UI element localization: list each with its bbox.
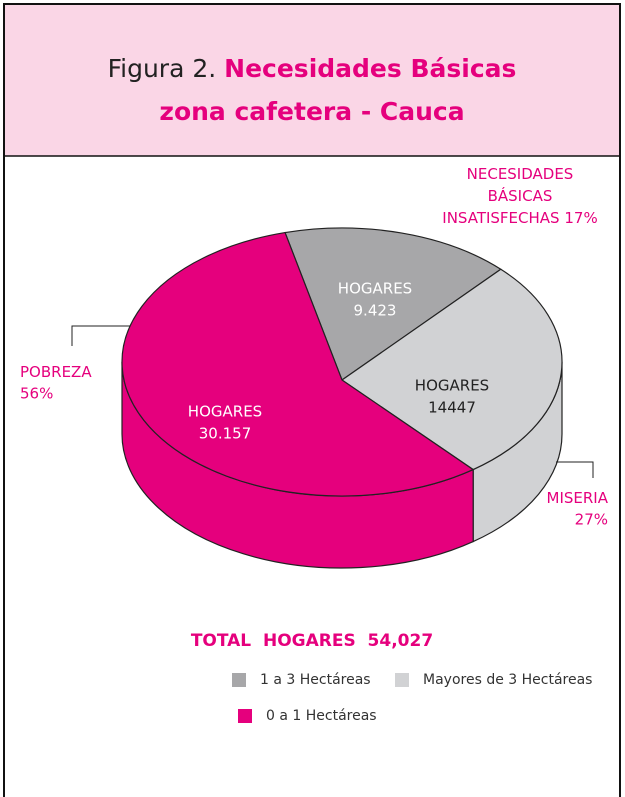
leader-line xyxy=(71,325,130,346)
slice xyxy=(121,231,475,497)
category-text: INSATISFECHAS xyxy=(442,209,559,227)
slice-label: HOGARES xyxy=(338,280,412,298)
legend-swatch xyxy=(238,709,252,723)
category-label: BÁSICAS xyxy=(488,186,553,205)
legend-label: 1 a 3 Hectáreas xyxy=(260,672,371,688)
total-label: TOTAL HOGARES 54,027 xyxy=(191,631,433,651)
category-label: NECESIDADES xyxy=(467,165,574,183)
category-label: MISERIA xyxy=(547,489,609,507)
title-band xyxy=(4,4,620,156)
frame xyxy=(3,3,621,797)
slice xyxy=(340,268,563,471)
chart-title: Figura 2. Necesidades Básicas xyxy=(108,54,517,83)
category-label: POBREZA xyxy=(20,363,92,381)
title-prefix: Figura 2. xyxy=(108,54,217,83)
value-label: 56% xyxy=(20,385,53,403)
category-text: NECESIDADES xyxy=(467,165,574,183)
category-text: POBREZA xyxy=(20,363,92,381)
category-label: INSATISFECHAS 17% xyxy=(442,209,597,227)
legend-swatch xyxy=(395,673,409,687)
slice-count: 9.423 xyxy=(354,302,397,320)
legend-label: Mayores de 3 Hectáreas xyxy=(423,672,592,688)
title-line: zona cafetera - Cauca xyxy=(159,97,464,126)
slice xyxy=(284,227,502,381)
title-line: Necesidades Básicas xyxy=(224,54,516,83)
slice-label: HOGARES xyxy=(415,377,489,395)
legend-label: 0 a 1 Hectáreas xyxy=(266,708,377,724)
category-text: MISERIA xyxy=(547,489,609,507)
value-label: 17% xyxy=(564,209,597,227)
legend-swatch xyxy=(232,673,246,687)
slice-label: HOGARES xyxy=(188,403,262,421)
slice-count: 30.157 xyxy=(199,425,252,443)
slice-count: 14447 xyxy=(428,399,476,417)
value-label: 27% xyxy=(575,511,608,529)
category-text: BÁSICAS xyxy=(488,186,553,205)
leader-line xyxy=(556,461,594,478)
